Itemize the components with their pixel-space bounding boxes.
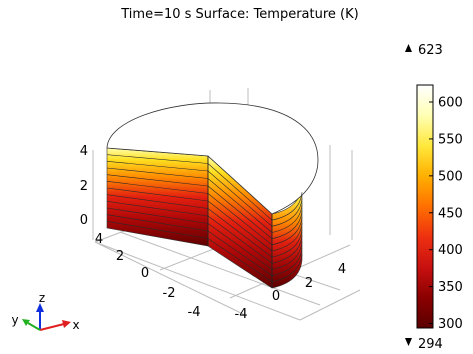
colorbar-tick-label: 350 bbox=[438, 280, 463, 295]
contour-line bbox=[106, 154, 209, 164]
plot-title: Time=10 s Surface: Temperature (K) bbox=[120, 7, 358, 22]
z-tick-label: 0 bbox=[80, 213, 88, 228]
contour-line bbox=[106, 161, 209, 172]
z-tick-label: 4 bbox=[80, 144, 88, 159]
contour-line bbox=[106, 214, 209, 232]
contour-line bbox=[106, 167, 209, 179]
z-tick-label: 2 bbox=[80, 179, 88, 194]
colorbar-tick-label: 550 bbox=[438, 132, 463, 147]
x-tick-label: 0 bbox=[272, 289, 280, 304]
y-tick-label: 2 bbox=[116, 249, 124, 264]
temperature-solid bbox=[106, 102, 319, 289]
contour-line bbox=[106, 201, 209, 217]
contour-line bbox=[106, 174, 209, 187]
y-tick-label: -2 bbox=[163, 286, 176, 301]
contour-line bbox=[106, 187, 209, 202]
contour-line bbox=[106, 194, 209, 209]
colorbar-tick-label: 450 bbox=[438, 206, 463, 221]
colorbar-tick-label: 600 bbox=[438, 95, 463, 110]
y-tick-label: 0 bbox=[141, 266, 149, 281]
x-axis-ticks: -4 0 2 4 bbox=[235, 262, 347, 322]
contour-line bbox=[106, 207, 209, 224]
x-tick-label: -4 bbox=[235, 307, 248, 322]
min-marker: 294 bbox=[405, 337, 443, 352]
y-axis-ticks: 4 2 0 -2 -4 bbox=[95, 232, 201, 320]
colorbar-tick-label: 400 bbox=[438, 243, 463, 258]
triad-z-label: z bbox=[39, 291, 45, 305]
y-tick-label: 4 bbox=[95, 232, 103, 247]
axis-triad: z x y bbox=[11, 291, 79, 332]
colorbar-tick-label: 500 bbox=[438, 169, 463, 184]
max-value-label: 623 bbox=[418, 43, 443, 58]
triad-y-label: y bbox=[11, 313, 18, 327]
contour-line bbox=[106, 221, 209, 239]
y-tick-label: -4 bbox=[188, 305, 201, 320]
x-tick-label: 2 bbox=[305, 276, 313, 291]
z-axis-ticks: 4 2 0 bbox=[80, 144, 88, 228]
contour-line bbox=[106, 181, 209, 194]
colorbar: 300 350 400 450 500 550 600 bbox=[416, 84, 463, 332]
x-tick-label: 4 bbox=[338, 262, 346, 277]
triad-x-label: x bbox=[72, 318, 79, 332]
colorbar-tick-label: 300 bbox=[438, 317, 463, 332]
min-value-label: 294 bbox=[418, 337, 443, 352]
max-marker: 623 bbox=[405, 43, 443, 58]
